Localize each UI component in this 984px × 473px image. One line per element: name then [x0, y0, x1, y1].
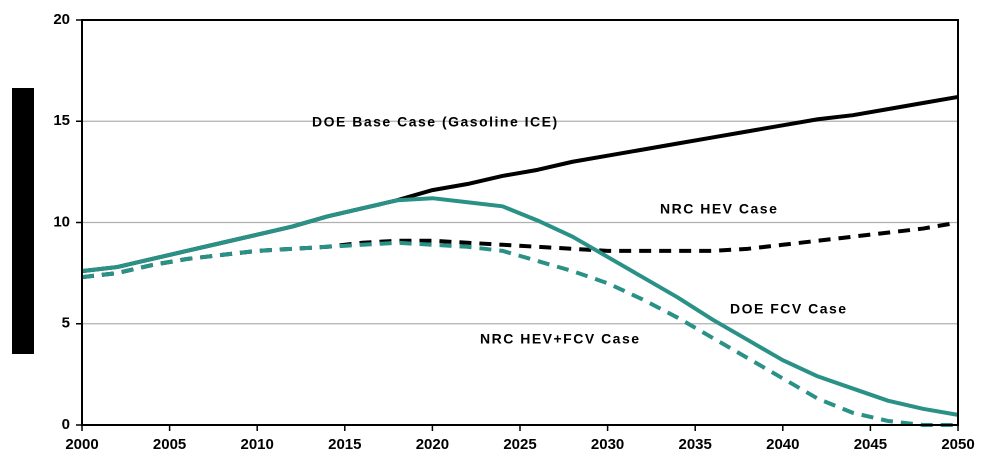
x-tick-label: 2010	[241, 436, 274, 453]
y-tick-label: 15	[53, 112, 70, 129]
series-label: NRC HEV+FCV Case	[480, 331, 641, 347]
y-tick-label: 20	[53, 11, 70, 28]
series-label: NRC HEV Case	[660, 201, 778, 217]
plot-border	[81, 19, 959, 426]
x-tick-label: 2040	[766, 436, 799, 453]
y-tick-label: 0	[62, 416, 70, 433]
series-label: DOE FCV Case	[730, 301, 848, 317]
x-tick-label: 2045	[854, 436, 887, 453]
y-tick-label: 5	[62, 315, 70, 332]
x-tick-label: 2005	[153, 436, 186, 453]
series-line	[81, 240, 958, 427]
series-line	[81, 196, 959, 417]
x-tick-label: 2015	[328, 436, 361, 453]
x-tick-label: 2025	[503, 436, 536, 453]
y-tick-label: 10	[53, 213, 70, 230]
series-line	[81, 220, 959, 280]
x-tick-label: 2000	[65, 436, 98, 453]
x-tick-label: 2020	[416, 436, 449, 453]
x-tick-label: 2050	[941, 436, 974, 453]
x-tick-label: 2035	[679, 436, 712, 453]
series-label: DOE Base Case (Gasoline ICE)	[312, 114, 559, 130]
y-axis-label-block	[12, 88, 34, 354]
x-tick-label: 2030	[591, 436, 624, 453]
